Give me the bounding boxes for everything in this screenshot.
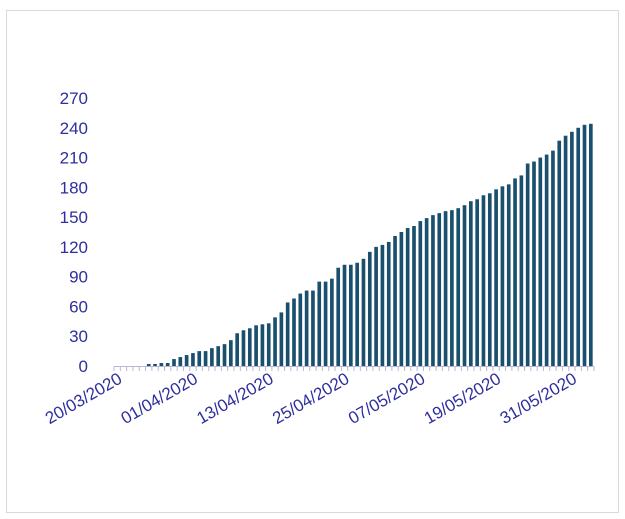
- bar: [380, 244, 385, 366]
- bar: [532, 161, 536, 366]
- bar: [481, 195, 486, 366]
- bar: [349, 264, 353, 366]
- bar: [254, 325, 258, 366]
- bar: [355, 262, 359, 366]
- bar: [229, 340, 233, 366]
- x-tick-label: 25/04/2020: [269, 369, 352, 428]
- bar: [405, 228, 410, 366]
- x-tick-label: 13/04/2020: [194, 369, 277, 428]
- x-tick-label: 31/05/2020: [497, 369, 580, 428]
- bar: [317, 281, 322, 366]
- bar: [159, 363, 164, 366]
- y-tick-label: 150: [60, 208, 88, 227]
- bar: [178, 357, 183, 366]
- bar: [570, 131, 574, 366]
- bar: [235, 333, 239, 366]
- x-tick-label: 07/05/2020: [345, 369, 428, 428]
- bar: [146, 364, 151, 366]
- x-axis: [113, 366, 595, 371]
- bar: [361, 258, 366, 366]
- bar: [386, 241, 391, 366]
- x-axis-ticks: 20/03/202001/04/202013/04/202025/04/2020…: [42, 369, 580, 428]
- bar: [241, 330, 246, 366]
- y-tick-label: 120: [60, 238, 88, 257]
- bar: [589, 123, 593, 366]
- bar: [285, 302, 290, 366]
- bar: [456, 208, 461, 366]
- bar: [475, 199, 479, 366]
- bar: [172, 359, 176, 366]
- bar: [216, 346, 221, 366]
- bar: [513, 178, 517, 366]
- bar: [487, 193, 492, 366]
- y-tick-label: 240: [60, 119, 88, 138]
- bar-series: [146, 123, 593, 366]
- bar: [525, 163, 530, 366]
- bar: [153, 364, 157, 366]
- bar: [563, 135, 568, 366]
- y-tick-label: 30: [69, 327, 88, 346]
- bar: [424, 218, 429, 366]
- bar: [165, 363, 170, 366]
- bar: [342, 264, 347, 366]
- y-tick-label: 210: [60, 149, 88, 168]
- bar: [336, 267, 341, 366]
- y-tick-label: 180: [60, 178, 88, 197]
- y-axis-ticks: 0 30 60 90 120 150 180 210 240 270: [60, 89, 88, 376]
- bar: [273, 317, 277, 366]
- x-tick-label: 20/03/2020: [42, 369, 125, 428]
- bar: [431, 215, 435, 366]
- bar: [399, 232, 404, 366]
- bar: [551, 150, 555, 366]
- bar: [197, 351, 202, 366]
- bar: [279, 312, 284, 366]
- bar: [544, 154, 549, 366]
- bar: [538, 157, 543, 366]
- bar: [576, 127, 581, 366]
- y-tick-label: 270: [60, 89, 88, 108]
- bar: [222, 344, 227, 366]
- y-tick-label: 0: [79, 357, 88, 376]
- bar: [450, 210, 454, 366]
- bar: [247, 328, 252, 366]
- bar: [266, 323, 271, 366]
- bar: [462, 205, 467, 366]
- bar: [323, 281, 328, 366]
- bar: [443, 211, 448, 366]
- bar: [210, 348, 214, 366]
- bar: [500, 186, 505, 366]
- bar: [494, 189, 498, 366]
- bar: [311, 290, 315, 366]
- x-tick-label: 01/04/2020: [118, 369, 201, 428]
- bar: [418, 221, 423, 366]
- bar: [582, 124, 587, 366]
- bar: [292, 298, 296, 366]
- bar: [367, 251, 372, 366]
- bar: [506, 184, 511, 366]
- bar: [437, 213, 442, 366]
- bar: [412, 226, 416, 366]
- bar: [469, 201, 473, 366]
- bar: [260, 324, 265, 366]
- bar: [184, 355, 189, 366]
- x-tick-label: 19/05/2020: [421, 369, 504, 428]
- y-tick-label: 60: [69, 297, 88, 316]
- bar: [191, 353, 195, 366]
- y-tick-label: 90: [69, 268, 88, 287]
- bar: [519, 175, 524, 366]
- bar: [203, 351, 208, 366]
- bar: [330, 278, 334, 366]
- bar: [298, 293, 303, 366]
- bar: [557, 140, 562, 366]
- bar: [393, 235, 397, 366]
- bar: [304, 290, 309, 366]
- bar: [374, 246, 378, 366]
